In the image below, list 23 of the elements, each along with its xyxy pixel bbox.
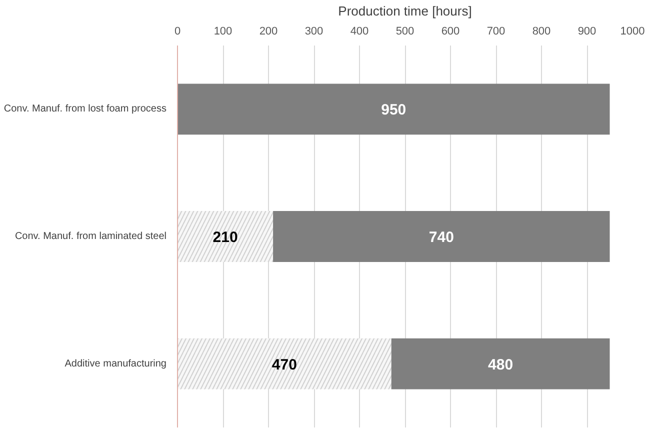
x-axis-title: Production time [hours] [338, 4, 472, 18]
x-tick-label: 900 [578, 26, 596, 38]
x-tick-label: 800 [532, 26, 551, 38]
x-tick-label: 400 [350, 26, 369, 38]
x-tick-label: 0 [174, 26, 181, 38]
data-label: 480 [488, 356, 514, 374]
data-label: 950 [381, 102, 406, 119]
x-tick-label: 100 [214, 26, 232, 38]
bar [391, 338, 610, 390]
bar [178, 84, 610, 135]
x-tick-label: 200 [259, 26, 278, 38]
data-label: 740 [428, 229, 454, 246]
y-tick-label: Conv. Manuf. from laminated steel [14, 231, 167, 242]
data-label: 210 [212, 229, 238, 246]
x-tick-label: 700 [486, 26, 506, 38]
y-tick-label: Conv. Manuf. from lost foam process [4, 104, 167, 115]
y-tick-label: Additive manufacturing [64, 358, 167, 370]
x-tick-label: 500 [396, 26, 414, 38]
data-label: 470 [272, 356, 297, 374]
bar [273, 211, 610, 262]
x-tick-label: 600 [441, 26, 460, 38]
x-tick-label: 300 [304, 26, 324, 38]
x-tick-label: 1000 [620, 26, 645, 38]
